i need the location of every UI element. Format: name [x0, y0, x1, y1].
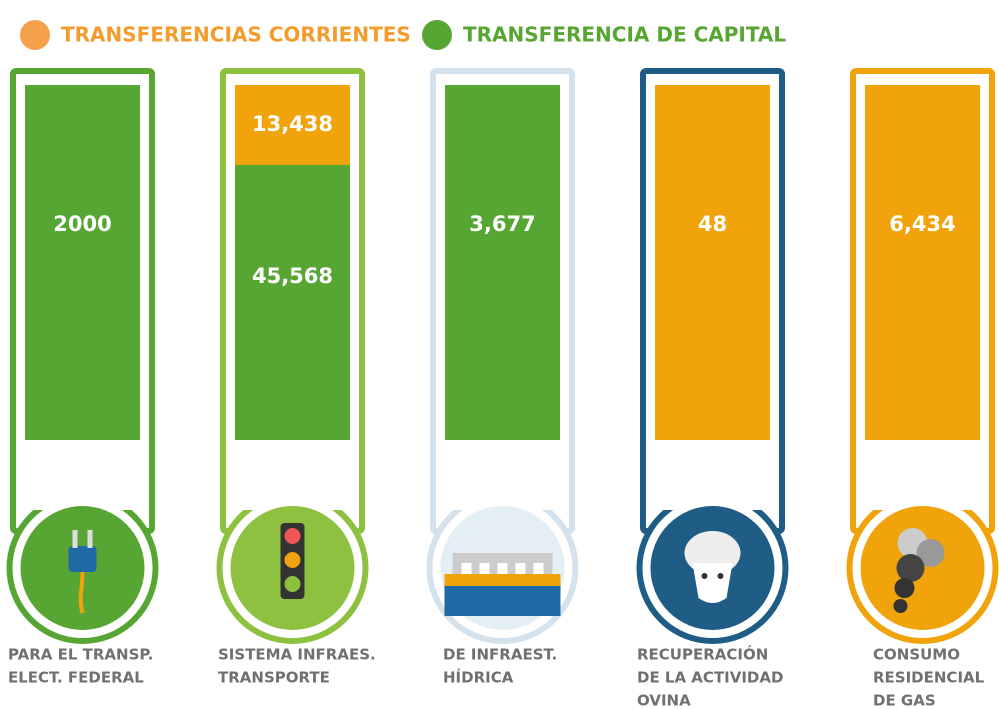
- value-label: 48: [698, 212, 727, 236]
- column-label: DE GAS: [873, 692, 936, 709]
- icon: [897, 554, 925, 582]
- bar-segment: [235, 165, 350, 440]
- icon: [285, 528, 301, 544]
- icon: [445, 574, 561, 586]
- column-label: PARA EL TRANSP.: [8, 646, 153, 664]
- icon: [702, 573, 708, 579]
- column-label: ELECT. FEDERAL: [8, 669, 144, 687]
- icon: [285, 576, 301, 592]
- bar-segment: [655, 85, 770, 440]
- tube-joint: [16, 470, 149, 510]
- legend-swatch: [422, 20, 452, 50]
- tube-joint: [436, 470, 569, 510]
- tube-joint: [226, 470, 359, 510]
- icon: [895, 578, 915, 598]
- column-label: RESIDENCIAL: [873, 669, 985, 687]
- infographic: TRANSFERENCIAS CORRIENTES TRANSFERENCIA D…: [0, 0, 999, 709]
- bar-segment: [865, 85, 980, 440]
- icon: [445, 553, 561, 616]
- value-label: 2000: [53, 212, 111, 236]
- icon: [693, 563, 733, 603]
- icon: [445, 586, 561, 616]
- tube-joint: [646, 470, 779, 510]
- icon: [281, 523, 305, 599]
- column-label: RECUPERACIÓN: [637, 645, 768, 664]
- column-label: DE INFRAEST.: [443, 646, 557, 664]
- column-label: OVINA: [637, 692, 691, 709]
- legend-swatch: [20, 20, 50, 50]
- column-label: TRANSPORTE: [218, 669, 330, 687]
- icon: [894, 599, 908, 613]
- column-label: SISTEMA INFRAES.: [218, 646, 376, 664]
- legend-label: TRANSFERENCIA DE CAPITAL: [463, 23, 786, 47]
- icon: [73, 530, 78, 548]
- icon: [81, 572, 83, 613]
- icon: [69, 546, 97, 572]
- bar-segment: [25, 85, 140, 440]
- column-label: CONSUMO: [873, 646, 960, 664]
- icon: [285, 552, 301, 568]
- value-label: 6,434: [889, 212, 955, 236]
- icon: [88, 530, 93, 548]
- column-label: DE LA ACTIVIDAD: [637, 669, 783, 687]
- icon: [718, 573, 724, 579]
- legend-label: TRANSFERENCIAS CORRIENTES: [61, 23, 411, 47]
- value-label: 13,438: [252, 112, 333, 136]
- bar-segment: [445, 85, 560, 440]
- value-label: 45,568: [252, 264, 333, 288]
- value-label: 3,677: [469, 212, 535, 236]
- tube-joint: [856, 470, 989, 510]
- column-label: HÍDRICA: [443, 668, 514, 687]
